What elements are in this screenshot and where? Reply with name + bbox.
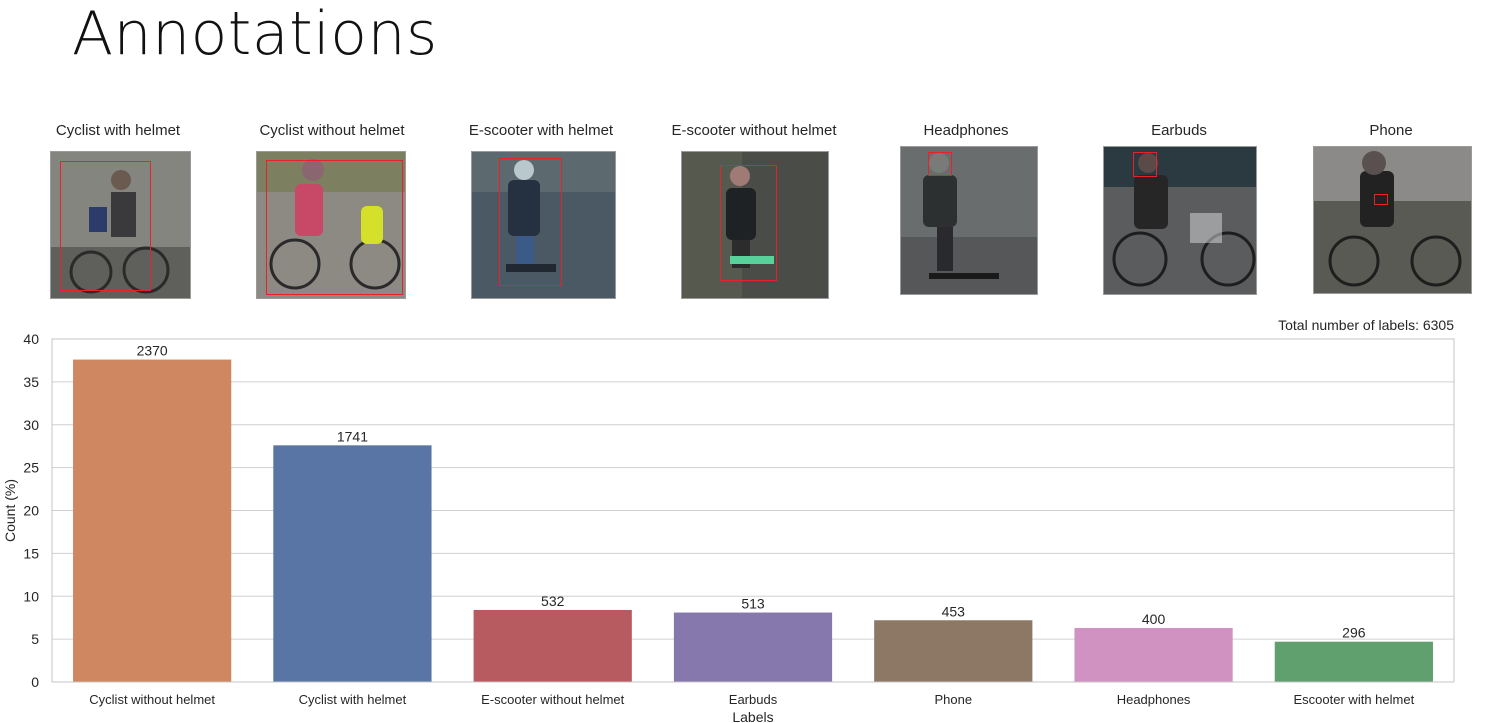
x-tick-label: Headphones	[1117, 692, 1191, 707]
chart-bars: 2370 1741 532 513 453 400 296	[73, 343, 1433, 682]
bar	[1074, 627, 1233, 682]
example-label: Phone	[1369, 122, 1413, 139]
y-tick-label: 10	[23, 588, 39, 604]
x-tick-label: Cyclist without helmet	[89, 692, 215, 707]
scooter-photo-icon	[471, 151, 616, 299]
plot-frame	[51, 338, 1455, 683]
x-tick-label: Cyclist with helmet	[299, 692, 407, 707]
y-tick-label: 40	[23, 331, 39, 347]
bar-data-label: 400	[1142, 611, 1166, 627]
label-distribution-chart: Total number of labels: 6305 0 5 10 15 20 25 3…	[2, 317, 1455, 723]
cyclist-photo-icon	[1313, 146, 1472, 294]
example-label: E-scooter without helmet	[671, 122, 837, 139]
x-tick-label: E-scooter without helmet	[481, 692, 624, 707]
bar	[273, 445, 432, 682]
y-tick-label: 15	[23, 545, 39, 561]
x-tick-label: Earbuds	[729, 692, 778, 707]
example-label: Headphones	[923, 122, 1009, 139]
bar-data-label: 453	[942, 603, 966, 619]
slide-title: Annotations	[72, 0, 438, 69]
bar-data-label: 296	[1342, 625, 1366, 641]
bar	[473, 609, 632, 682]
cyclist-photo-icon	[256, 151, 406, 299]
y-tick-label: 30	[23, 417, 39, 433]
example-label: E-scooter with helmet	[468, 122, 614, 139]
bar-data-label: 532	[541, 593, 565, 609]
y-tick-label: 0	[31, 674, 39, 690]
bar	[73, 359, 232, 682]
bar	[1274, 641, 1433, 682]
scooter-photo-icon	[900, 146, 1038, 295]
bar-data-label: 513	[741, 596, 765, 612]
cyclist-photo-icon	[50, 151, 191, 299]
x-tick-label: Escooter with helmet	[1294, 692, 1415, 707]
example-label: Cyclist without helmet	[259, 122, 405, 139]
bar	[673, 612, 833, 682]
bar	[874, 620, 1033, 682]
example-label: Earbuds	[1151, 122, 1207, 139]
x-tick-label: Phone	[934, 692, 972, 707]
y-axis-label: Count (%)	[2, 479, 18, 542]
y-tick-label: 35	[23, 374, 39, 390]
y-tick-label: 25	[23, 460, 39, 476]
y-tick-label: 20	[23, 503, 39, 519]
x-axis-ticks: Cyclist without helmet Cyclist with helme…	[89, 692, 1414, 707]
cyclist-photo-icon	[1103, 146, 1257, 295]
total-labels-annotation: Total number of labels: 6305	[1278, 317, 1454, 333]
y-tick-label: 5	[31, 631, 39, 647]
bar-data-label: 2370	[137, 343, 168, 359]
bar-data-label: 1741	[337, 428, 368, 444]
x-axis-label: Labels	[732, 709, 773, 723]
y-axis-ticks: 0 5 10 15 20 25 30 35 40	[23, 331, 39, 690]
example-label: Cyclist with helmet	[55, 122, 181, 139]
scooter-photo-icon	[681, 151, 829, 299]
